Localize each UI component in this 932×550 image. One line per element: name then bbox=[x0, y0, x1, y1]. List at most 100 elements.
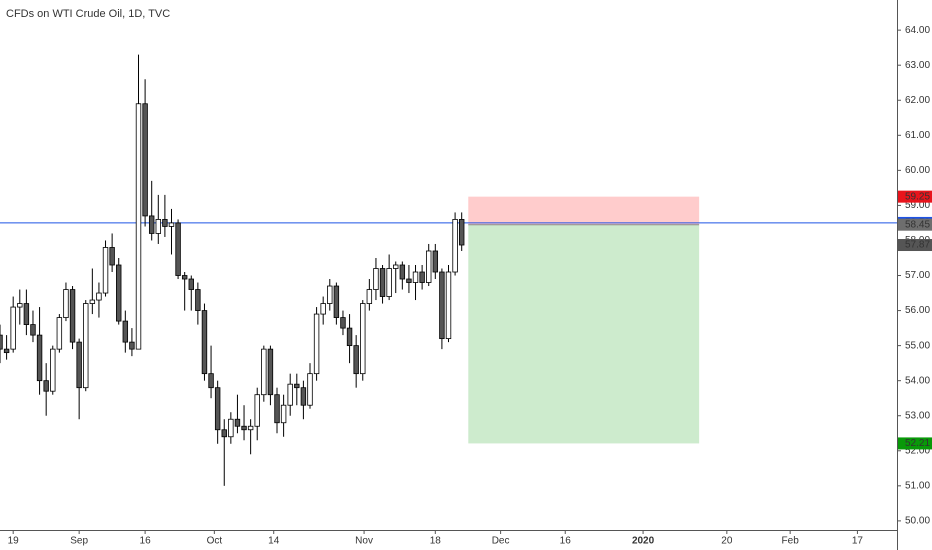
candle-body bbox=[254, 394, 260, 427]
y-tick-label: 55.00 bbox=[905, 340, 930, 351]
candle-body bbox=[399, 264, 406, 280]
price-label-bg bbox=[898, 190, 932, 203]
candle-body bbox=[333, 285, 340, 318]
candle-body bbox=[379, 268, 386, 297]
candle-body bbox=[36, 334, 43, 382]
y-tick-label: 59.00 bbox=[905, 200, 930, 211]
x-tick-label: Feb bbox=[782, 536, 800, 547]
candle-body bbox=[360, 303, 366, 375]
candle-body bbox=[129, 341, 135, 350]
candle-body bbox=[313, 313, 320, 375]
candle-body bbox=[96, 292, 102, 301]
x-tick-label: 18 bbox=[430, 536, 442, 547]
candle-body bbox=[267, 348, 274, 396]
y-tick-label: 57.00 bbox=[905, 270, 930, 281]
candle-body bbox=[386, 268, 392, 297]
candle-body bbox=[50, 348, 56, 392]
price-label-bg bbox=[898, 239, 932, 252]
candle-body bbox=[201, 310, 208, 375]
candle-body bbox=[412, 271, 419, 283]
candle-body bbox=[327, 285, 333, 304]
candle-body bbox=[261, 348, 267, 396]
price-label: 59.25 bbox=[905, 191, 930, 202]
x-tick-label: 16 bbox=[560, 536, 572, 547]
candle-body bbox=[148, 215, 155, 234]
y-tick-label: 53.00 bbox=[905, 410, 930, 421]
candle-body bbox=[208, 373, 214, 389]
candle-body bbox=[294, 383, 300, 389]
x-tick-label: 17 bbox=[852, 536, 864, 547]
candle-body bbox=[340, 317, 346, 329]
candle-body bbox=[135, 103, 142, 350]
x-tick-label: 14 bbox=[268, 536, 280, 547]
candle-body bbox=[69, 289, 76, 343]
candle-body bbox=[406, 278, 412, 283]
candle-body bbox=[175, 222, 181, 276]
y-tick-label: 56.00 bbox=[905, 305, 930, 316]
y-tick-label: 51.00 bbox=[905, 480, 930, 491]
y-tick-label: 64.00 bbox=[905, 25, 930, 36]
x-tick-label: 16 bbox=[140, 536, 152, 547]
candle-body bbox=[445, 271, 452, 340]
x-tick-label: Oct bbox=[207, 536, 223, 547]
candle-body bbox=[214, 387, 221, 431]
y-tick-label: 60.00 bbox=[905, 165, 930, 176]
x-tick-label: 2020 bbox=[632, 536, 655, 547]
candle-body bbox=[188, 278, 194, 290]
candle-body bbox=[280, 404, 287, 424]
candle-body bbox=[439, 271, 445, 340]
candle-body bbox=[23, 303, 30, 325]
candle-body bbox=[307, 373, 313, 406]
x-tick-label: Sep bbox=[70, 536, 88, 547]
candle-body bbox=[432, 250, 439, 273]
y-tick-label: 61.00 bbox=[905, 130, 930, 141]
candle-body bbox=[228, 418, 234, 438]
candle-body bbox=[76, 341, 82, 389]
candle-body bbox=[419, 271, 425, 283]
candle-body bbox=[195, 289, 201, 311]
candle-body bbox=[3, 348, 10, 354]
candle-body bbox=[56, 317, 63, 350]
price-label-bg bbox=[898, 437, 932, 450]
candle-body bbox=[0, 334, 3, 350]
candle-body bbox=[116, 264, 122, 322]
candle-body bbox=[393, 264, 399, 269]
y-tick-label: 50.00 bbox=[905, 516, 930, 527]
candle-body bbox=[168, 222, 175, 227]
candle-body bbox=[247, 425, 254, 431]
price-label: 58.45 bbox=[905, 219, 930, 230]
candle-body bbox=[373, 268, 379, 290]
candle-body bbox=[346, 327, 353, 347]
candle-body bbox=[181, 275, 188, 280]
candle-body bbox=[426, 250, 432, 283]
candle-body bbox=[300, 387, 307, 406]
candle-body bbox=[142, 103, 148, 217]
candle-body bbox=[43, 380, 49, 392]
x-tick-label: Dec bbox=[492, 536, 510, 547]
candle-body bbox=[102, 247, 109, 294]
candle-body bbox=[162, 219, 168, 227]
candle-body bbox=[452, 219, 458, 273]
price-label-bg bbox=[898, 218, 932, 231]
candle-body bbox=[234, 418, 241, 427]
x-tick-label: Nov bbox=[355, 536, 373, 547]
candle-body bbox=[241, 425, 247, 431]
candle-body bbox=[221, 429, 227, 438]
candle-body bbox=[30, 324, 36, 336]
x-tick-label: 19 bbox=[8, 536, 20, 547]
candle-body bbox=[83, 303, 89, 389]
candle-body bbox=[109, 247, 115, 266]
candle-body bbox=[287, 383, 293, 406]
candle-body bbox=[353, 345, 359, 375]
candle-body bbox=[458, 219, 465, 246]
candle-body bbox=[122, 320, 129, 343]
y-tick-label: 62.00 bbox=[905, 95, 930, 106]
candle-body bbox=[63, 289, 69, 318]
x-tick-label: 20 bbox=[721, 536, 733, 547]
candle-body bbox=[155, 219, 162, 234]
y-tick-label: 63.00 bbox=[905, 60, 930, 71]
chart-title: CFDs on WTI Crude Oil, 1D, TVC bbox=[6, 8, 170, 20]
candle-body bbox=[10, 306, 16, 350]
